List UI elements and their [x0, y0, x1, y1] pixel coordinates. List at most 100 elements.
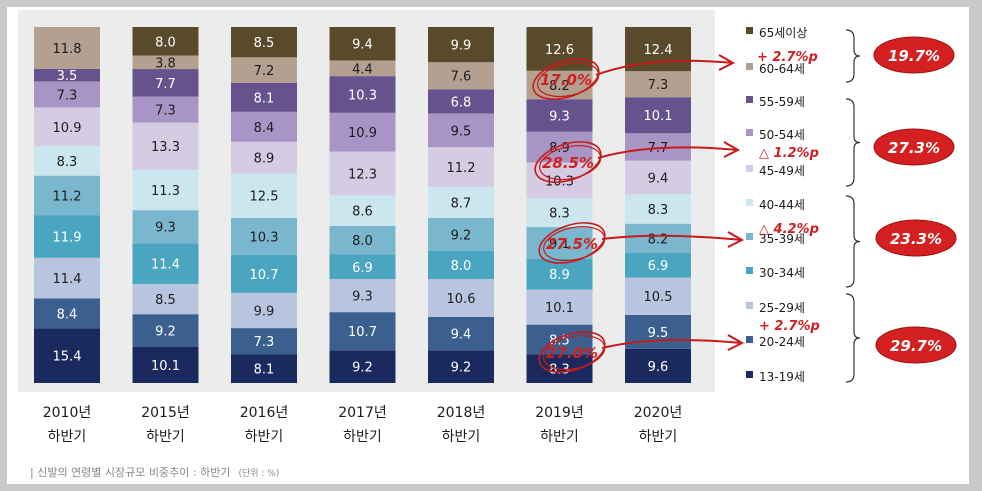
bar-segment	[625, 348, 691, 383]
bar-value-label: 9.9	[451, 39, 472, 54]
legend-group-brace	[845, 29, 861, 83]
group-total-badge	[875, 219, 957, 257]
bar-value-label: 11.4	[53, 272, 82, 287]
bar-value-label: 8.0	[155, 35, 176, 50]
legend-label: 13-19세	[759, 370, 805, 384]
bar-segment	[34, 146, 100, 176]
bar-value-label: 8.3	[549, 207, 570, 222]
bar-segment	[329, 226, 396, 255]
group-total-badge	[875, 326, 957, 364]
legend-swatch	[746, 302, 753, 309]
bar-segment	[132, 96, 199, 123]
legend-group-brace	[845, 195, 861, 288]
annotation-arrow	[601, 338, 743, 349]
bar-value-label: 3.5	[57, 69, 78, 84]
legend-swatch	[746, 129, 753, 136]
legend-label: 55-59세	[759, 95, 805, 109]
annotation-arrowhead	[718, 54, 736, 71]
legend-swatch	[746, 27, 753, 34]
bar-segment	[132, 122, 199, 170]
circled-value-label: 27.0%	[546, 344, 598, 362]
bar-segment	[625, 252, 691, 278]
change-annotation: △ 4.2%p	[759, 222, 819, 237]
bar-segment	[625, 97, 691, 134]
bar-segment	[329, 279, 396, 313]
bar-segment	[625, 71, 691, 98]
bar-value-label: 12.4	[644, 43, 673, 58]
legend-swatch	[746, 267, 753, 274]
group-total-label: 29.7%	[890, 337, 942, 355]
legend-label: 45-49세	[759, 164, 805, 178]
bar-value-label: 6.9	[648, 259, 669, 274]
bar-segment	[132, 243, 199, 284]
legend-label: 40-44세	[759, 198, 805, 212]
legend-swatch	[746, 371, 753, 378]
legend-swatch	[746, 336, 753, 343]
legend-label: 30-34세	[759, 266, 805, 280]
bar-value-label: 11.2	[447, 161, 476, 176]
bar-value-label: 11.9	[53, 231, 82, 246]
bar-value-label: 9.2	[451, 361, 472, 376]
bar-value-label: 7.3	[155, 103, 176, 118]
bar-value-label: 4.4	[352, 62, 373, 77]
bar-segment	[231, 141, 297, 174]
bar-value-label: 13.3	[151, 140, 180, 155]
bar-segment	[428, 89, 494, 114]
bar-value-label: 12.3	[348, 167, 377, 182]
bar-segment	[231, 82, 297, 112]
bar-segment	[526, 131, 593, 163]
bar-value-label: 9.5	[451, 124, 472, 139]
bar-value-label: 8.3	[648, 203, 669, 218]
bar-value-label: 10.9	[53, 121, 82, 136]
bar-segment	[526, 27, 593, 71]
bar-value-label: 7.2	[254, 64, 275, 79]
bar-value-label: 10.9	[348, 126, 377, 141]
change-annotation: + 2.7%p	[757, 50, 818, 65]
bar-value-label: 10.3	[250, 230, 279, 245]
bar-value-label: 9.6	[648, 360, 669, 375]
bar-value-label: 8.9	[254, 152, 275, 167]
bar-segment	[231, 354, 297, 383]
bar-value-label: 9.2	[451, 228, 472, 243]
category-label: 2018년	[437, 405, 486, 421]
bar-segment	[329, 151, 396, 196]
bar-segment	[132, 55, 199, 70]
circled-value-label: 27.5%	[546, 235, 598, 253]
caption-unit: (단위 : %)	[238, 469, 280, 479]
circled-value-marker	[534, 141, 602, 183]
bar-value-label: 9.4	[648, 171, 669, 186]
bar-value-label: 8.6	[352, 205, 373, 220]
bar-segment	[231, 111, 297, 142]
bar-segment	[132, 169, 199, 211]
bar-segment	[329, 195, 396, 227]
bar-value-label: 8.9	[549, 268, 570, 283]
bar-segment	[231, 173, 297, 219]
bar-value-label: 8.1	[254, 363, 275, 378]
bar-segment	[231, 27, 297, 58]
annotation-arrowhead	[727, 231, 745, 248]
bar-segment	[34, 107, 100, 147]
bar-segment	[428, 187, 494, 218]
bar-value-label: 9.1	[549, 237, 570, 252]
category-label: 2019년	[535, 405, 584, 421]
annotation-arrow	[601, 234, 743, 241]
category-label: 2010년	[43, 405, 92, 421]
bar-segment	[428, 316, 494, 351]
bar-segment	[34, 215, 100, 258]
group-total-badge	[873, 36, 955, 74]
circled-value-marker	[543, 335, 606, 371]
bar-value-label: 10.1	[151, 359, 180, 374]
change-annotation: + 2.7%p	[759, 319, 820, 334]
bar-value-label: 7.7	[155, 77, 176, 92]
bar-segment	[329, 112, 396, 152]
bar-segment	[34, 68, 100, 82]
annotation-arrowhead	[727, 334, 745, 351]
bar-value-label: 8.5	[254, 36, 275, 51]
bar-segment	[132, 69, 199, 97]
bar-value-label: 8.4	[57, 307, 78, 322]
bar-value-label: 7.6	[451, 70, 472, 85]
legend-label: 60-64세	[759, 62, 805, 76]
circled-value-marker	[538, 222, 606, 264]
annotation-arrow	[597, 146, 739, 159]
